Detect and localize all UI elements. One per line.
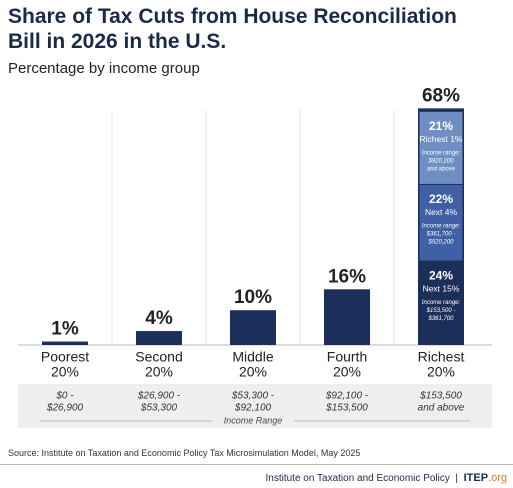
- chart-subtitle: Percentage by income group: [8, 60, 200, 77]
- stack-segment: [419, 261, 463, 344]
- source: Source: Institute on Taxation and Econom…: [8, 448, 361, 458]
- segment-note: Income range:: [422, 150, 461, 156]
- x-tick-label: Middle: [232, 349, 273, 365]
- value-label: 10%: [234, 287, 272, 308]
- stack-segment: [419, 111, 463, 184]
- income-range: $53,300 -: [231, 391, 275, 402]
- segment-name: Next 4%: [425, 207, 458, 217]
- segment-value: 21%: [429, 119, 453, 133]
- segment-note: $361,700: [427, 316, 454, 322]
- org-name: Institute on Taxation and Economic Polic…: [265, 473, 450, 484]
- value-label: 16%: [328, 266, 366, 287]
- income-range-label: Income Range: [224, 415, 283, 425]
- footer-rule: [0, 464, 513, 465]
- segment-note: $920,200: [427, 239, 454, 245]
- x-tick-sublabel: 20%: [145, 364, 173, 380]
- chart-title: Share of Tax Cuts from House Reconciliat…: [8, 5, 457, 53]
- segment-note: and above: [427, 166, 456, 172]
- income-range: $0 -: [55, 391, 74, 402]
- income-range: $92,100 -: [325, 391, 369, 402]
- segment-name: Richest 1%: [420, 134, 463, 144]
- x-tick-sublabel: 20%: [427, 364, 455, 380]
- income-range: $153,500: [325, 403, 368, 414]
- segment-value: 22%: [429, 192, 453, 206]
- bar: [230, 310, 276, 345]
- footer: Institute on Taxation and Economic Polic…: [265, 472, 507, 484]
- bar: [136, 331, 182, 345]
- segment-note: $153,500 -: [426, 308, 456, 314]
- income-range: $26,900 -: [137, 391, 181, 402]
- bar: [324, 289, 370, 345]
- value-label: 4%: [145, 308, 173, 329]
- bar: [42, 341, 88, 345]
- x-tick-label: Fourth: [327, 349, 367, 365]
- logo-suffix: .org: [488, 472, 507, 484]
- x-tick-label: Poorest: [41, 349, 89, 365]
- segment-note: Income range:: [422, 223, 461, 229]
- x-tick-label: Second: [135, 349, 182, 365]
- income-range: and above: [418, 403, 465, 414]
- value-label: 68%: [422, 85, 460, 106]
- x-tick-label: Richest: [418, 349, 465, 365]
- x-tick-sublabel: 20%: [333, 364, 361, 380]
- segment-note: $920,200: [427, 158, 454, 164]
- segment-note: Income range:: [422, 300, 461, 306]
- x-tick-sublabel: 20%: [51, 364, 79, 380]
- income-range: $92,100: [234, 403, 272, 414]
- segment-name: Next 15%: [423, 284, 460, 294]
- segment-note: $361,700 -: [426, 231, 456, 237]
- stack-segment: [419, 184, 463, 261]
- logo: ITEP: [463, 472, 489, 484]
- x-tick-sublabel: 20%: [239, 364, 267, 380]
- segment-value: 24%: [429, 269, 453, 283]
- income-range: $53,300: [140, 403, 178, 414]
- value-label: 1%: [51, 319, 79, 340]
- income-range: $153,500: [419, 391, 462, 402]
- income-range: $26,900: [46, 403, 84, 414]
